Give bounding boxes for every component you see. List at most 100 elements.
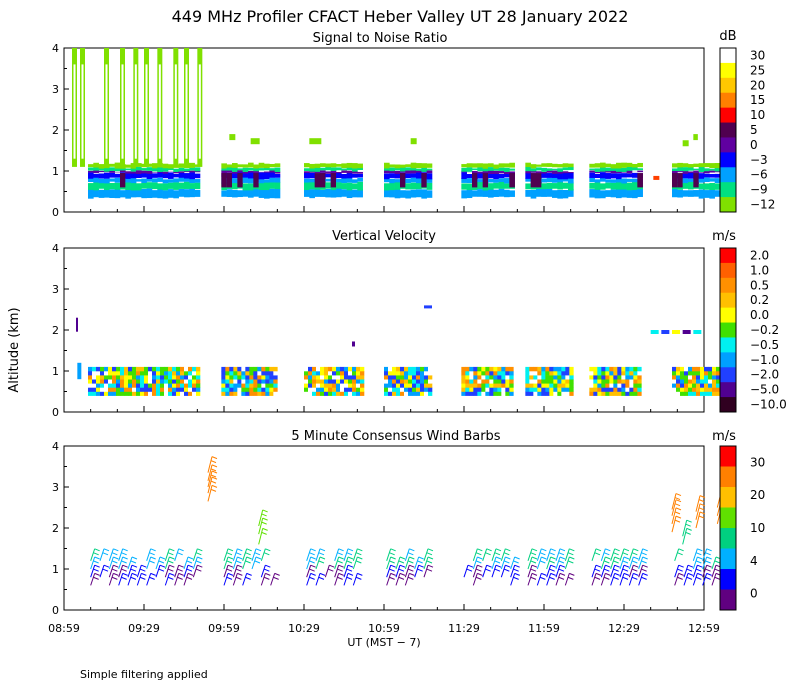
wind-barb: [306, 548, 312, 561]
wind-barb: [463, 565, 469, 578]
wind-barb-flag: [159, 564, 166, 568]
wind-barb-flag: [274, 572, 280, 576]
snr-patch: [229, 134, 236, 141]
vv-cell: [465, 383, 470, 388]
wind-barb-flag: [309, 552, 315, 556]
wind-barb: [555, 565, 561, 578]
wind-barb-flag: [158, 560, 165, 564]
vv-cell: [549, 391, 554, 396]
vv-cell: [477, 391, 482, 396]
snr-cell: [709, 163, 715, 169]
vv-cell: [637, 375, 642, 380]
vv-cell: [392, 383, 397, 388]
wind-barb: [315, 573, 321, 586]
vv-cell: [140, 366, 145, 372]
snr-cell: [264, 163, 270, 169]
vv-cell: [692, 379, 697, 384]
vv-cell: [613, 383, 618, 388]
wind-barb-flag: [686, 568, 693, 572]
wind-barb-flag: [531, 564, 538, 568]
vv-cell: [88, 391, 93, 396]
snr-cell: [314, 163, 321, 168]
snr-column-gap: [174, 64, 177, 159]
vv-cell: [621, 379, 626, 384]
wind-colorbar-unit: m/s: [712, 429, 736, 444]
snr-cell: [152, 167, 158, 172]
wind-barb: [683, 573, 689, 586]
snr-cell: [157, 177, 163, 182]
snr-cell: [309, 170, 315, 173]
vv-cell: [633, 391, 638, 396]
snr-cell: [589, 177, 595, 183]
vv-cell: [416, 375, 421, 380]
wind-barb-flag: [237, 548, 243, 552]
vv-cell: [688, 383, 693, 388]
wind-barb-flag: [674, 497, 681, 501]
wind-ytick-label: 0: [52, 604, 59, 617]
vv-cell: [704, 383, 709, 388]
vv-cell: [172, 371, 177, 376]
snr-cell: [714, 183, 721, 190]
vv-cell: [469, 371, 474, 376]
vv-cell: [112, 387, 117, 392]
vv-cell: [424, 383, 429, 388]
wind-barb-flag: [169, 572, 175, 576]
vv-cell: [505, 366, 510, 372]
snr-cell: [498, 163, 505, 168]
snr-cell: [557, 190, 563, 199]
wind-barb-flag: [558, 560, 565, 564]
colorbar-label: 30: [750, 455, 765, 469]
wind-barb-flag: [409, 564, 415, 568]
vv-cell: [404, 391, 409, 396]
vv-cell: [168, 379, 173, 384]
vv-cell: [481, 375, 486, 380]
vv-cell: [340, 371, 345, 376]
wind-barb: [619, 565, 625, 578]
wind-barb-flag: [211, 470, 218, 474]
snr-cell: [626, 178, 633, 182]
vv-cell: [176, 375, 181, 380]
vv-cell: [688, 375, 693, 380]
vv-cell: [241, 366, 246, 372]
wind-barb-flag: [408, 576, 414, 580]
snr-cell: [498, 178, 505, 182]
vv-cell: [716, 387, 721, 392]
wind-barb-flag: [246, 556, 252, 560]
wind-barb-flag: [121, 552, 127, 556]
vv-cell: [408, 375, 413, 380]
vv-cell: [525, 391, 530, 396]
vv-cell: [144, 391, 149, 396]
vv-cell: [332, 366, 337, 372]
vv-cell: [533, 391, 538, 396]
wind-barb-flag: [346, 576, 353, 580]
vv-cell: [537, 375, 542, 380]
vv-cell: [473, 366, 478, 372]
vv-cell: [120, 366, 125, 372]
colorbar-swatch: [720, 122, 736, 138]
wind-barb: [682, 520, 688, 537]
snr-cell: [141, 188, 147, 199]
snr-cell: [472, 170, 478, 174]
vv-cell: [396, 375, 401, 380]
wind-barb: [555, 548, 561, 561]
wind-barb-flag: [310, 548, 316, 552]
snr-cell: [309, 189, 315, 199]
x-tick-label: 12:29: [608, 622, 640, 635]
snr-cell: [226, 170, 233, 173]
vv-cell: [561, 379, 566, 384]
colorbar-label: −2.0: [750, 368, 779, 382]
wind-barb: [500, 565, 506, 578]
snr-cell: [352, 173, 358, 178]
wind-barb-flag: [211, 476, 218, 480]
vv-cell: [356, 387, 361, 392]
snr-cell: [498, 173, 505, 179]
vv-colorbar-unit: m/s: [712, 229, 736, 244]
wind-barb-flag: [559, 572, 566, 576]
snr-cell: [104, 167, 110, 172]
vv-cell: [696, 391, 701, 396]
wind-barb-flag: [687, 564, 694, 568]
wind-barb-flag: [319, 556, 326, 560]
wind-barb-flag: [318, 576, 325, 580]
wind-barb: [90, 565, 96, 578]
